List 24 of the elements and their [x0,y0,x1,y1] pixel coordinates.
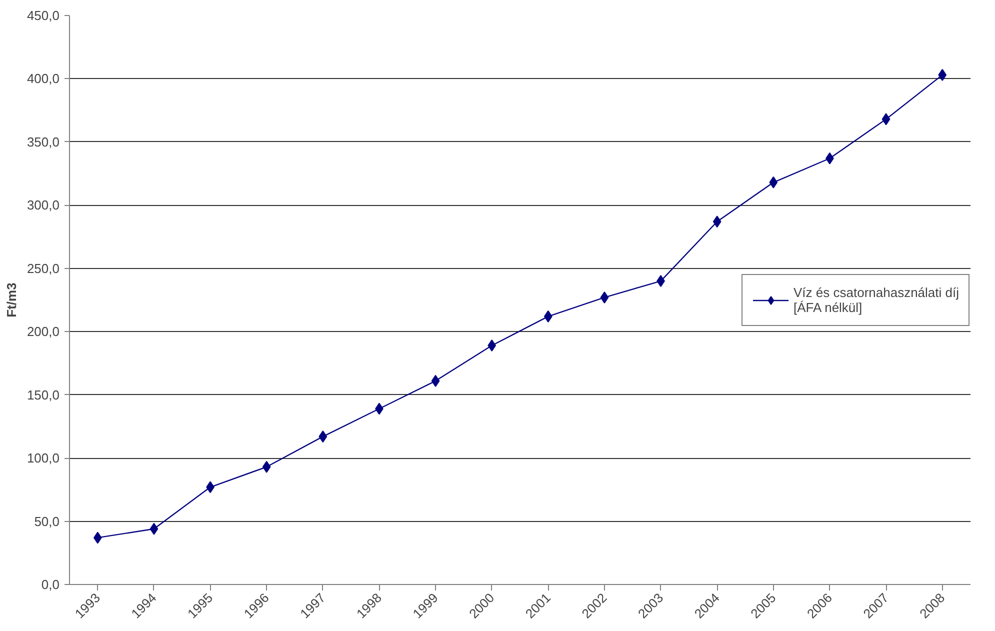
point [488,340,496,352]
y-tick-label: 150,0 [26,387,60,402]
y-tick-label: 400,0 [26,71,60,86]
point [262,460,271,473]
y-tick-label: 100,0 [26,450,60,466]
legend-label: Víz és csatornahasználati díj [ÁFA nélkül] [794,284,959,314]
y-axis-title: Ft/m3 [4,282,19,318]
y-tick-label: 200,0 [26,324,60,340]
y-tick-label: 350,0 [26,134,60,150]
point [769,176,778,188]
y-tick-label: 300,0 [26,198,60,213]
point [600,291,609,304]
point [882,113,890,126]
point [318,430,328,443]
y-tick-label: 50,0 [34,514,60,529]
point [712,216,722,228]
point [544,310,552,322]
y-tick-label: 450,0 [26,8,60,23]
point [938,68,947,81]
point [93,532,102,544]
point [150,522,158,535]
y-tick-label: 0,0 [41,577,60,592]
y-tick-label: 250,0 [26,260,60,276]
point [431,374,440,387]
